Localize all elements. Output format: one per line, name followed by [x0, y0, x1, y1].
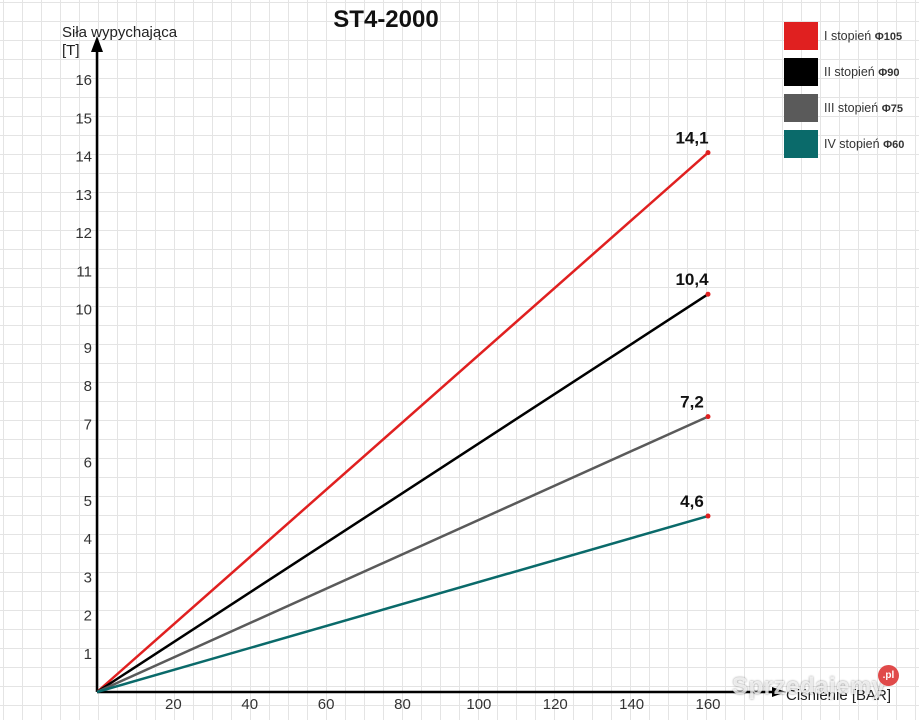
y-tick-label-1: 1	[84, 646, 92, 663]
y-tick-label-14: 14	[75, 149, 92, 166]
data-label-4: 4,6	[680, 492, 704, 511]
y-axis-label-line2: [T]	[62, 42, 80, 59]
y-tick-label-12: 12	[75, 225, 92, 242]
x-tick-label-80: 80	[394, 696, 411, 713]
x-tick-label-20: 20	[165, 696, 182, 713]
legend-swatch-2	[784, 58, 818, 86]
x-tick-label-160: 160	[695, 696, 720, 713]
x-axis-arrow	[772, 687, 786, 697]
legend-diameter-4: Φ60	[883, 139, 905, 151]
y-tick-label-5: 5	[84, 493, 92, 510]
y-tick-label-10: 10	[75, 302, 92, 319]
legend-item-2: II stopień Φ90	[784, 58, 919, 86]
x-tick-label-140: 140	[619, 696, 644, 713]
y-tick-label-2: 2	[84, 608, 92, 625]
legend-swatch-1	[784, 22, 818, 50]
legend-name-3: III stopień	[824, 101, 879, 115]
data-label-1: 14,1	[675, 129, 708, 148]
legend-name-1: I stopień	[824, 29, 872, 43]
x-tick-label-100: 100	[466, 696, 491, 713]
series-line-2	[96, 293, 709, 694]
y-axis-label-line1: Siła wypychająca	[62, 24, 178, 41]
series-line-4	[96, 514, 709, 694]
legend-label-3: III stopień Φ75	[824, 101, 903, 115]
legend-diameter-3: Φ75	[881, 103, 903, 115]
legend-item-3: III stopień Φ75	[784, 94, 919, 122]
x-tick-label-120: 120	[543, 696, 568, 713]
y-tick-label-7: 7	[84, 416, 92, 433]
legend-item-4: IV stopień Φ60	[784, 130, 919, 158]
y-tick-label-13: 13	[75, 187, 92, 204]
y-tick-label-8: 8	[84, 378, 92, 395]
data-label-3: 7,2	[680, 393, 704, 412]
watermark-logo: Sprzedajemy	[732, 673, 886, 700]
legend-name-4: IV stopień	[824, 137, 880, 151]
x-axis-label: Ciśnienie [BAR]	[786, 687, 892, 704]
legend-diameter-2: Φ90	[878, 67, 900, 79]
series-endpoint-3	[705, 414, 711, 420]
series-line-1	[96, 151, 709, 693]
y-tick-label-11: 11	[76, 263, 92, 280]
y-tick-label-3: 3	[84, 569, 92, 586]
legend: I stopień Φ105 II stopień Φ90 III stopie…	[784, 22, 919, 166]
series-endpoint-1	[705, 150, 711, 156]
data-label-2: 10,4	[675, 270, 709, 289]
chart-title: ST4-2000	[333, 6, 439, 33]
x-tick-label-40: 40	[241, 696, 258, 713]
legend-swatch-4	[784, 130, 818, 158]
watermark-badge: .pl	[878, 665, 899, 686]
legend-label-1: I stopień Φ105	[824, 29, 902, 43]
y-tick-label-16: 16	[75, 72, 92, 89]
series-endpoint-2	[705, 291, 711, 297]
legend-name-2: II stopień	[824, 65, 875, 79]
legend-swatch-3	[784, 94, 818, 122]
legend-label-4: IV stopień Φ60	[824, 137, 904, 151]
series-endpoint-4	[705, 513, 711, 519]
series-line-3	[96, 415, 709, 694]
y-tick-label-4: 4	[84, 531, 92, 548]
y-tick-label-9: 9	[84, 340, 92, 357]
y-tick-label-15: 15	[75, 110, 92, 127]
x-tick-label-60: 60	[318, 696, 335, 713]
legend-item-1: I stopień Φ105	[784, 22, 919, 50]
legend-label-2: II stopień Φ90	[824, 65, 899, 79]
y-tick-label-6: 6	[84, 455, 92, 472]
legend-diameter-1: Φ105	[874, 31, 903, 43]
y-axis-arrow	[91, 36, 103, 52]
y-axis-label: Siła wypychająca [T]	[62, 24, 177, 60]
